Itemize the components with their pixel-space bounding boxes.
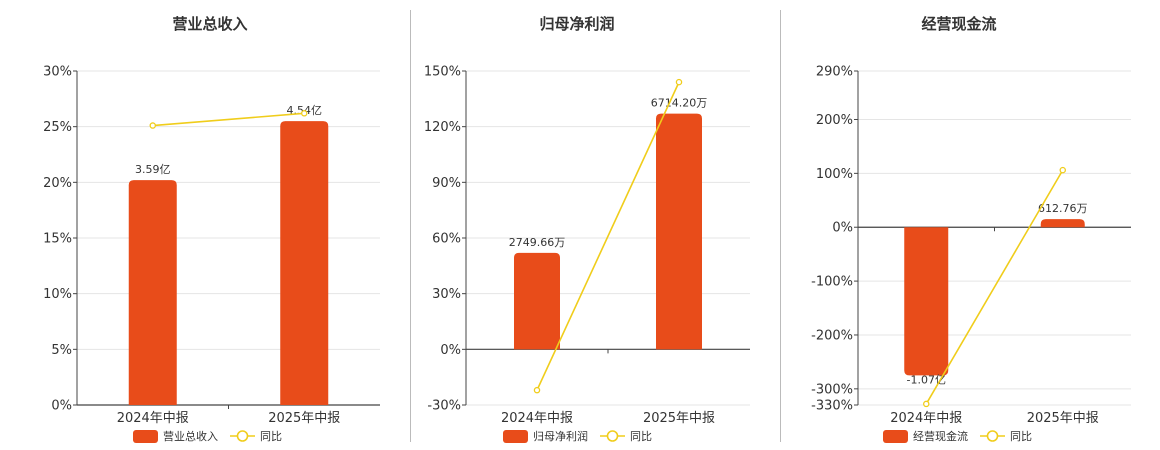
x-category-label: 2025年中报	[643, 411, 715, 426]
y-tick-label: 100%	[816, 167, 853, 182]
yoy-line	[925, 169, 1064, 405]
legend-bar-label: 营业总收入	[163, 429, 218, 443]
y-tick-label: -200%	[811, 328, 853, 343]
y-tick-label: 0%	[440, 343, 461, 358]
y-tick-label: -100%	[811, 275, 853, 290]
chart-panel-net-profit: 归母净利润 150% 120% 90% 60% 30% 0% -30% 2749.66万 6714…	[411, 0, 780, 450]
legend-bar-label: 经营现金流	[913, 429, 968, 443]
chart-panel-cash-flow: 经营现金流 290% 200% 100% 0% -100% -200% -300% -330% -…	[781, 0, 1160, 450]
y-tick-label: -300%	[811, 382, 853, 397]
yoy-point	[675, 78, 683, 86]
yoy-point	[1059, 166, 1066, 174]
net-profit-chart: 归母净利润 150% 120% 90% 60% 30% 0% -30% 2749.66万 6714…	[424, 15, 750, 443]
bar	[904, 227, 949, 376]
chart-title: 归母净利润	[539, 15, 614, 33]
yoy-line	[152, 112, 305, 127]
y-tick-label: 90%	[432, 176, 461, 191]
y-tick-label: 25%	[43, 120, 72, 135]
y-tick-label: 200%	[816, 113, 853, 128]
legend-line-label: 同比	[1010, 430, 1032, 443]
y-tick-label: 10%	[43, 287, 72, 302]
y-tick-label: 290%	[816, 65, 853, 80]
yoy-line	[536, 81, 680, 391]
legend-bar-swatch	[883, 430, 908, 443]
y-tick-label: 0%	[51, 399, 72, 414]
panel-divider	[780, 10, 781, 442]
bar-data-label: 2749.66万	[509, 236, 566, 249]
legend-line-marker	[606, 430, 619, 442]
x-category-label: 2024年中报	[890, 411, 962, 426]
legend-bar-swatch	[503, 430, 528, 443]
bar-data-label: 6714.20万	[651, 97, 708, 110]
x-category-label: 2025年中报	[268, 411, 340, 426]
bar-data-label: 3.59亿	[135, 163, 171, 176]
legend-line-marker	[236, 430, 249, 442]
y-tick-label: 150%	[424, 65, 461, 80]
y-tick-label: -30%	[427, 399, 461, 414]
yoy-point	[533, 386, 541, 394]
y-tick-label: 30%	[43, 65, 72, 80]
y-tick-label: 120%	[424, 120, 461, 135]
yoy-point	[922, 400, 930, 408]
chart-title: 经营现金流	[921, 15, 996, 33]
y-tick-label: 30%	[432, 287, 461, 302]
bar	[1040, 219, 1085, 228]
chart-title: 营业总收入	[172, 15, 247, 33]
bar	[128, 180, 177, 405]
panel-divider	[410, 10, 411, 442]
x-category-label: 2024年中报	[117, 411, 189, 426]
legend-line-marker	[986, 430, 999, 442]
revenue-chart: 营业总收入30%25%20%15%10%5%0%3.59亿4.54亿2024年中…	[43, 15, 380, 443]
y-tick-label: 5%	[51, 343, 72, 358]
x-category-label: 2025年中报	[1027, 411, 1099, 426]
bar	[656, 113, 702, 350]
chart-panel-revenue: 营业总收入30%25%20%15%10%5%0%3.59亿4.54亿2024年中…	[0, 0, 410, 450]
y-tick-label: 15%	[43, 232, 72, 247]
y-tick-label: 60%	[432, 232, 461, 247]
bar	[280, 121, 329, 405]
bar-data-label: -1.07亿	[907, 373, 946, 386]
bar-data-label: 612.76万	[1038, 202, 1088, 215]
bar	[514, 252, 560, 350]
cash-flow-chart: 经营现金流 290% 200% 100% 0% -100% -200% -300% -330% -…	[811, 15, 1131, 443]
legend-line-label: 同比	[630, 430, 652, 443]
legend-bar-label: 归母净利润	[533, 429, 588, 443]
y-tick-label: 0%	[832, 221, 853, 236]
yoy-point	[149, 122, 156, 129]
x-category-label: 2024年中报	[501, 411, 573, 426]
legend-line-label: 同比	[260, 430, 282, 443]
y-tick-label: 20%	[43, 176, 72, 191]
y-tick-label: -330%	[811, 399, 853, 414]
yoy-point	[300, 110, 308, 117]
legend-bar-swatch	[133, 430, 158, 443]
